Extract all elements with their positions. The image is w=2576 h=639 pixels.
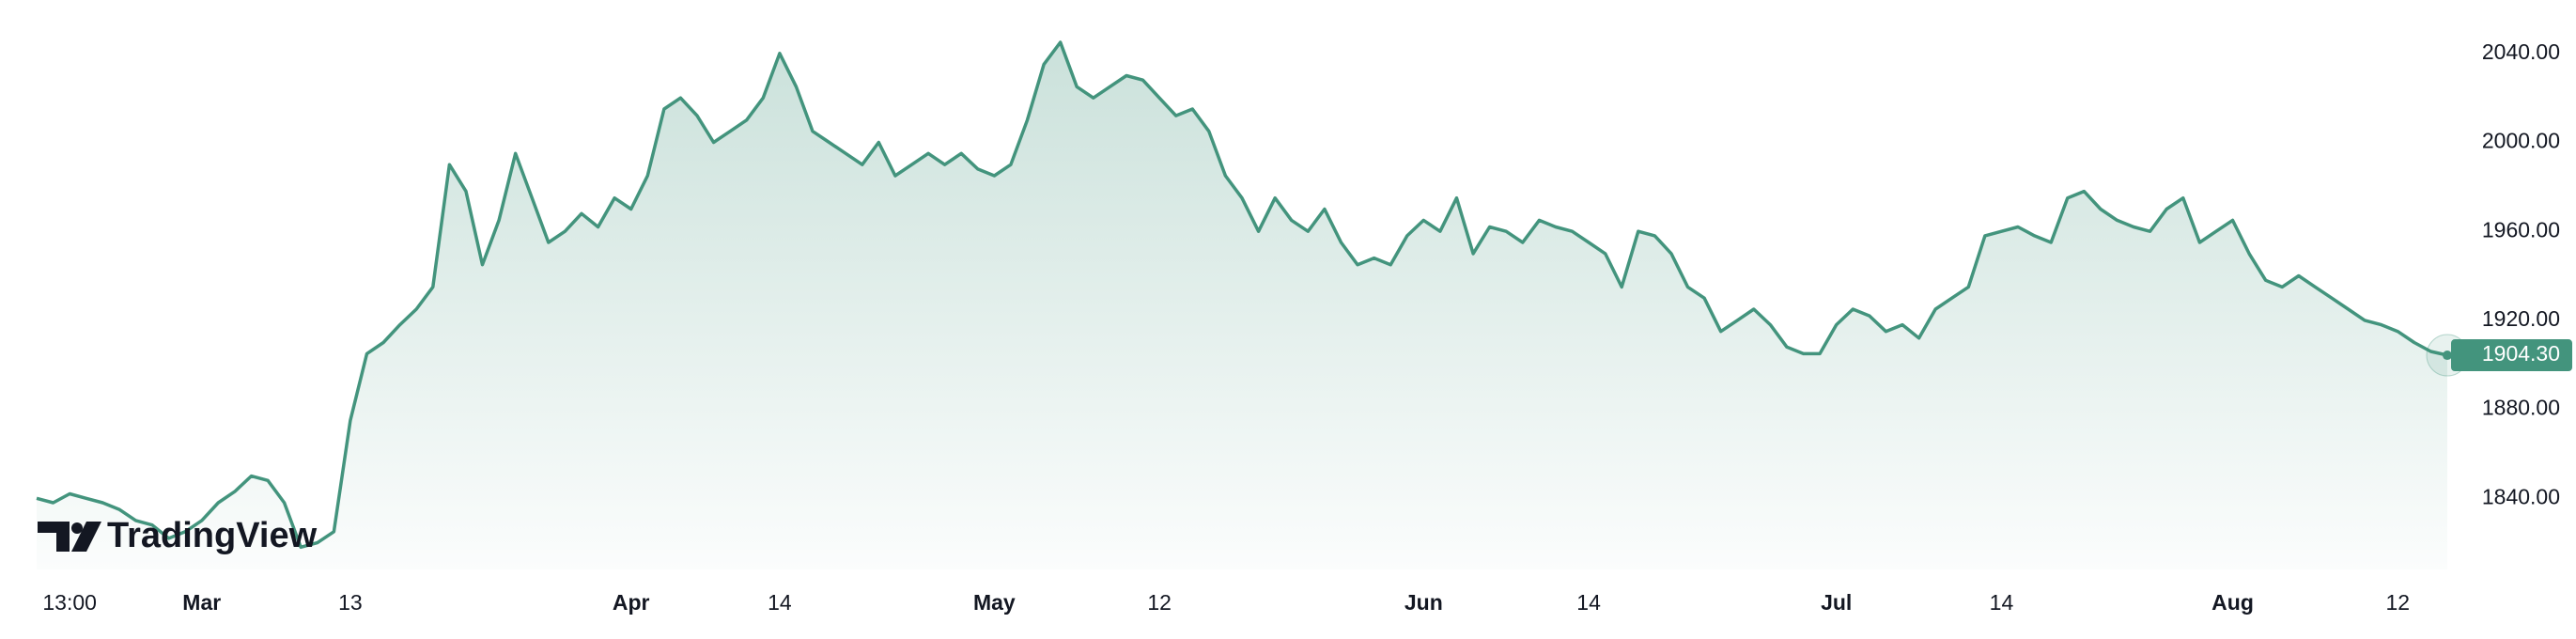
x-tick-label: Mar: [182, 590, 221, 615]
x-tick-label: 12: [2385, 590, 2410, 615]
x-tick-label: Jun: [1404, 590, 1443, 615]
y-tick-label: 1840.00: [2482, 484, 2560, 508]
x-tick-label: 14: [1576, 590, 1601, 615]
logo-mark: [38, 522, 70, 552]
price-label: 1904.30: [2482, 341, 2560, 366]
y-tick-label: 1920.00: [2482, 306, 2560, 331]
x-tick-label: 13: [338, 590, 363, 615]
x-tick-label: 13:00: [42, 590, 97, 615]
x-tick-label: May: [973, 590, 1016, 615]
price-badge: [2451, 339, 2572, 372]
last-point: [2443, 351, 2452, 361]
area: [37, 42, 2447, 569]
watermark: TradingView: [107, 516, 318, 555]
x-tick-label: Apr: [613, 590, 650, 615]
logo-mark: [71, 522, 83, 534]
x-tick-label: Jul: [1821, 590, 1852, 615]
x-tick-label: 14: [768, 590, 792, 615]
y-tick-label: 1880.00: [2482, 396, 2560, 420]
x-tick-label: Aug: [2211, 590, 2254, 615]
line: [36, 40, 2448, 550]
logo-mark: [71, 522, 101, 552]
y-tick-label: 2040.00: [2482, 39, 2560, 64]
x-tick-label: 14: [1990, 590, 2014, 615]
y-tick-label: 1960.00: [2482, 217, 2560, 242]
logo: TradingView: [38, 516, 318, 555]
x-tick-label: 12: [1147, 590, 1172, 615]
y-tick-label: 2000.00: [2482, 129, 2560, 153]
